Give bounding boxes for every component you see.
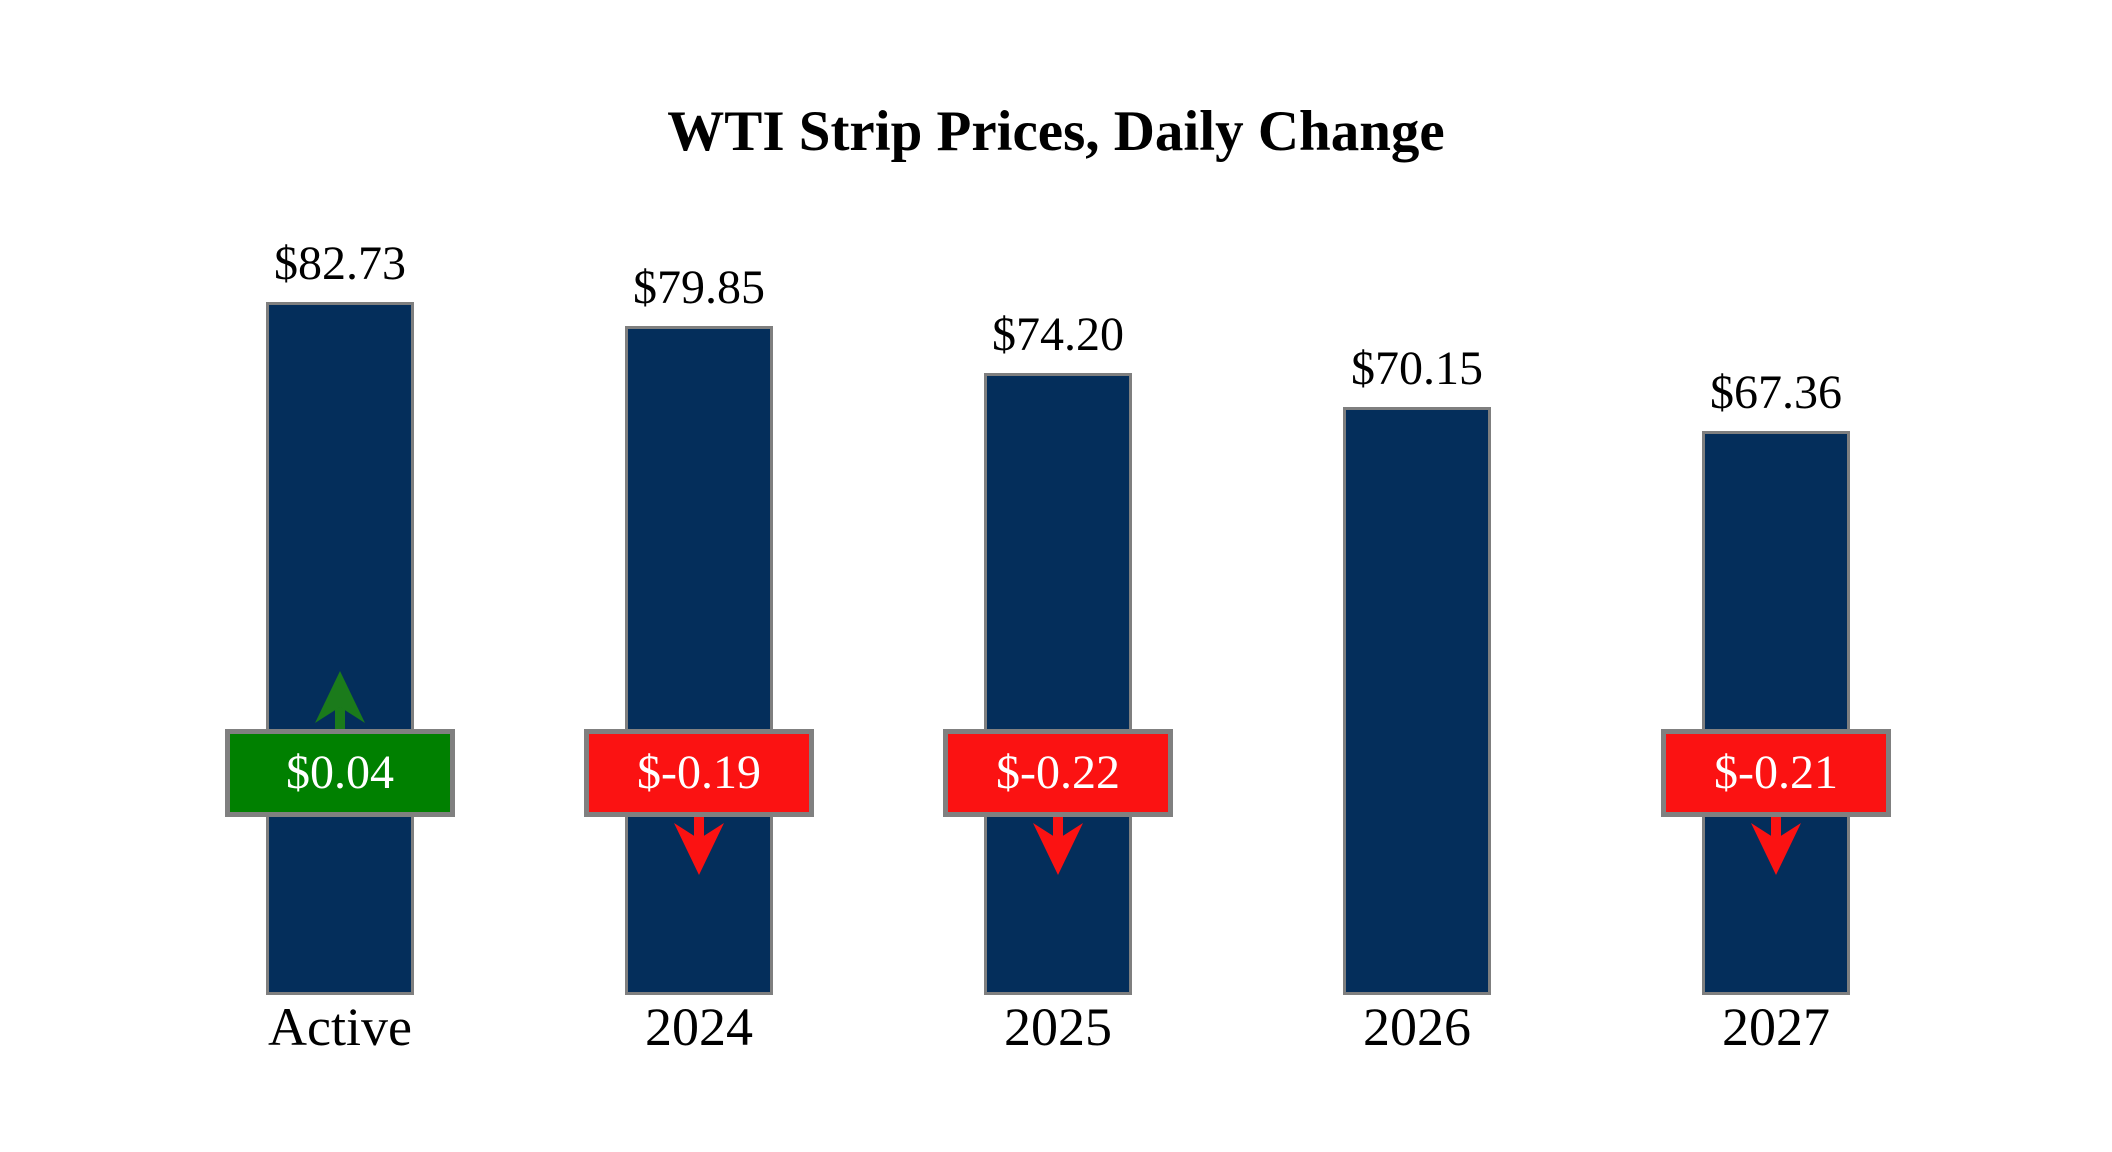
value-label: $67.36 [1710,366,1842,419]
bar [1702,431,1850,995]
value-label: $74.20 [992,308,1124,361]
bar [625,326,773,995]
change-badge-label: $-0.21 [1714,746,1838,799]
change-badge: $-0.22 [943,729,1173,817]
value-label: $70.15 [1351,342,1483,395]
chart-title: WTI Strip Prices, Daily Change [667,100,1445,163]
category-label: 2026 [1363,997,1471,1057]
change-badge: $0.04 [225,729,455,817]
change-badge: $-0.19 [584,729,814,817]
bar [984,373,1132,995]
down-arrow-icon [1751,817,1801,875]
change-badge-label: $0.04 [286,746,394,799]
category-label: 2024 [645,997,753,1057]
bar [1343,407,1491,995]
category-label: 2027 [1722,997,1830,1057]
value-label: $82.73 [274,237,406,290]
change-badge: $-0.21 [1661,729,1891,817]
down-arrow-icon [1033,817,1083,875]
category-label: Active [268,997,412,1057]
change-badge-label: $-0.19 [637,746,761,799]
category-label: 2025 [1004,997,1112,1057]
value-label: $79.85 [633,261,765,314]
bar [266,302,414,995]
down-arrow-icon [674,817,724,875]
up-arrow-icon [315,671,365,729]
change-badge-label: $-0.22 [996,746,1120,799]
